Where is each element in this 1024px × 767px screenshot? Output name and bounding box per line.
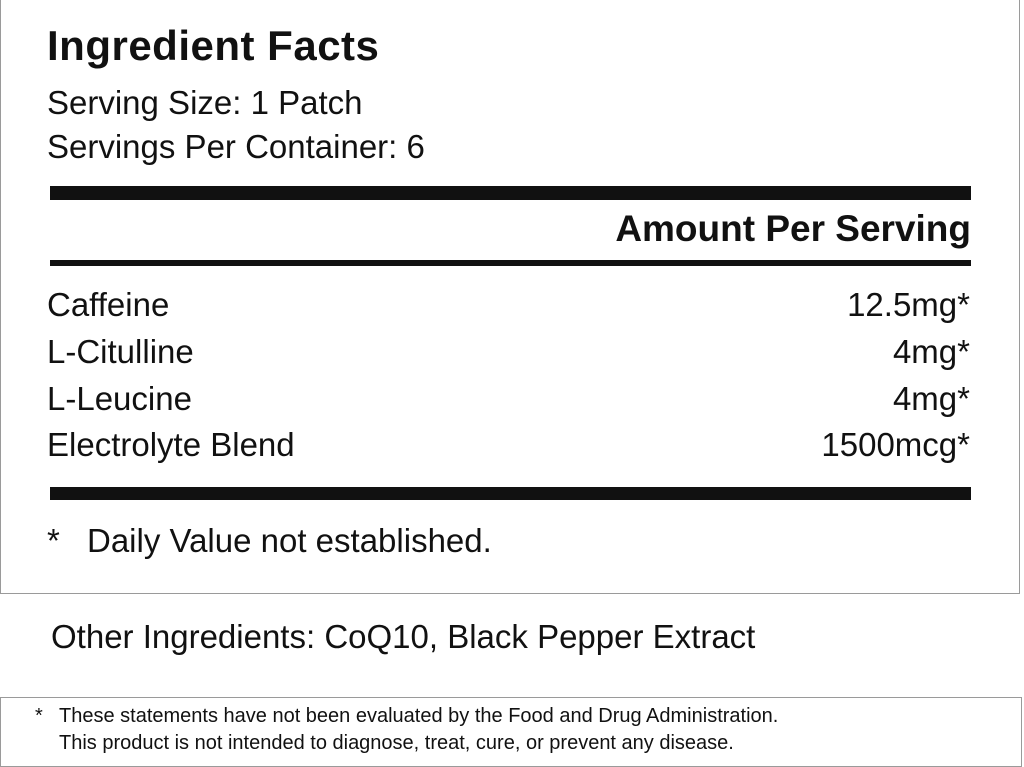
ingredient-facts-panel [0,0,1020,594]
disclaimer-symbol: * [35,705,43,727]
daily-value-footnote: * Daily Value not established. [47,522,492,560]
ingredient-amount: 4mg* [892,333,970,370]
ingredient-amount: 4mg* [892,380,970,417]
amount-per-serving-header: Amount Per Serving [615,208,971,249]
ingredient-name: L-Citulline [47,333,194,370]
disclaimer-line-2: This product is not intended to diagnose… [59,732,734,754]
footnote-symbol: * [47,522,60,559]
footnote-text: Daily Value not established. [87,522,492,559]
ingredient-row: L-Citulline 4mg* [47,333,970,371]
serving-size: Serving Size: 1 Patch [47,84,363,121]
thin-divider [50,260,971,266]
fda-disclaimer: * These statements have not been evaluat… [35,703,778,757]
panel-title: Ingredient Facts [47,22,380,69]
disclaimer-line-1: These statements have not been evaluated… [59,705,779,727]
ingredient-name: L-Leucine [47,380,192,417]
ingredient-name: Electrolyte Blend [47,426,295,463]
ingredient-row: Electrolyte Blend 1500mcg* [47,426,970,464]
ingredient-name: Caffeine [47,286,170,323]
thick-divider [50,487,971,500]
ingredient-amount: 12.5mg* [847,286,970,323]
servings-per-container: Servings Per Container: 6 [47,128,425,165]
ingredient-row: Caffeine 12.5mg* [47,286,970,324]
thick-divider [50,186,971,200]
other-ingredients: Other Ingredients: CoQ10, Black Pepper E… [51,618,756,655]
ingredient-row: L-Leucine 4mg* [47,380,970,418]
ingredient-amount: 1500mcg* [821,426,970,463]
